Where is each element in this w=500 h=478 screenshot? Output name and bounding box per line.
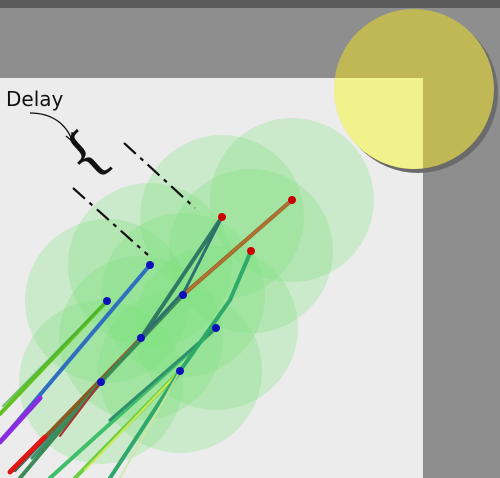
robot-head: [97, 378, 105, 386]
agent-trail: [119, 370, 181, 478]
agent-trail: [181, 198, 294, 297]
robot-head: [179, 291, 187, 299]
arrow-head-icon: [65, 132, 73, 143]
robot-head: [212, 324, 220, 332]
delayed-positions: [218, 196, 296, 255]
agent-trail: [2, 300, 108, 407]
delayed-robot-head: [247, 247, 255, 255]
robot-head: [176, 367, 184, 375]
current-positions: [97, 261, 220, 386]
agent-trail: [108, 249, 253, 478]
agent-trail: [59, 381, 102, 437]
pointer-arrow: [29, 112, 73, 141]
agent-trail: [139, 215, 224, 340]
agent-trail: [7, 434, 48, 475]
agent-trail: [84, 370, 181, 471]
delay-label: Delay: [6, 87, 64, 111]
robot-head: [103, 297, 111, 305]
delayed-robot-head: [288, 196, 296, 204]
agent-trail: [0, 395, 43, 445]
robot-head: [137, 334, 145, 342]
robot-head: [146, 261, 154, 269]
delayed-robot-head: [218, 213, 226, 221]
top-edge: [0, 0, 500, 8]
